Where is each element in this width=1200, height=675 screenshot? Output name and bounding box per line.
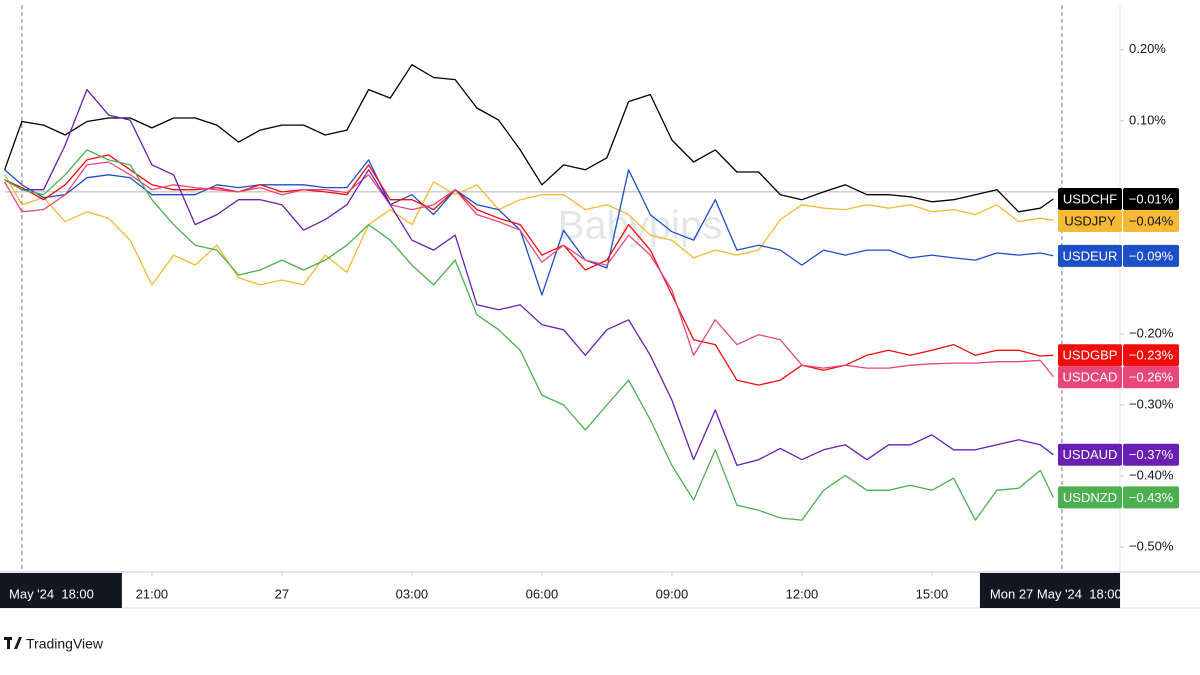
series-line <box>4 88 1054 467</box>
marker-label: Mon 27 May '24 18:00 <box>990 586 1122 601</box>
y-tick-label: −0.20% <box>1129 325 1174 340</box>
series-line <box>3 64 1054 213</box>
end-name-box <box>1058 366 1122 389</box>
x-tick-label: 27 <box>275 586 289 601</box>
legend-name: USDEUR <box>1063 248 1118 263</box>
legend-name: USDCAD <box>1063 370 1118 385</box>
x-tick-label: 12:00 <box>786 586 819 601</box>
end-value-box <box>1123 187 1179 210</box>
end-label: USDEUR −0.09% <box>1058 244 1179 267</box>
end-value-label: −0.26% <box>1129 370 1174 385</box>
end-value-label: −0.43% <box>1129 490 1174 505</box>
legend-name: USDGBP <box>1063 348 1118 363</box>
end-value-box <box>1123 486 1179 509</box>
marker-box: Mon 27 May '24 18:00 <box>979 573 1122 608</box>
series-line <box>4 149 1054 521</box>
legend-name: USDJPY <box>1064 213 1116 228</box>
end-label: USDCAD −0.26% <box>1058 366 1179 389</box>
x-tick-label: 06:00 <box>526 586 559 601</box>
lines <box>3 64 1054 521</box>
series-line <box>4 159 1054 296</box>
y-tick-label: −0.40% <box>1129 468 1174 483</box>
y-tick-label: −0.30% <box>1129 396 1174 411</box>
end-label: USDGBP −0.23% <box>1058 344 1179 367</box>
footer-brand: TradingView <box>26 636 104 652</box>
end-value-box <box>1123 443 1179 466</box>
y-tick-label: 0.10% <box>1129 112 1166 127</box>
marker-box: May '24 18:00 <box>0 573 122 608</box>
y-tick-label: 0.20% <box>1129 41 1166 56</box>
end-name-box <box>1058 443 1122 466</box>
end-name-box <box>1058 187 1122 210</box>
end-label: USDNZD −0.43% <box>1058 486 1179 509</box>
x-tick-label: 09:00 <box>656 586 689 601</box>
end-value-label: −0.37% <box>1129 447 1174 462</box>
end-value-box <box>1123 366 1179 389</box>
footer-logo <box>4 637 22 649</box>
marker-box-bg <box>0 573 122 608</box>
marker-box-bg <box>979 573 1120 608</box>
y-tick-label: −0.50% <box>1129 539 1174 554</box>
series-line <box>4 174 1054 286</box>
end-value-box <box>1123 344 1179 367</box>
series-line <box>4 154 1054 386</box>
end-value-label: −0.04% <box>1129 213 1174 228</box>
end-value-label: −0.09% <box>1129 248 1174 263</box>
x-tick-label: 15:00 <box>916 586 949 601</box>
end-value-box <box>1123 244 1179 267</box>
legend-name: USDAUD <box>1063 447 1118 462</box>
end-value-label: −0.23% <box>1129 348 1174 363</box>
end-name-box <box>1058 209 1122 232</box>
end-name-box <box>1058 344 1122 367</box>
end-value-box <box>1123 209 1179 232</box>
legend-name: USDNZD <box>1063 490 1117 505</box>
series-line <box>4 161 1054 378</box>
end-name-box <box>1058 486 1122 509</box>
legend-name: USDCHF <box>1063 191 1117 206</box>
end-name-box <box>1058 244 1122 267</box>
x-tick-label: 03:00 <box>396 586 429 601</box>
end-label: USDAUD −0.37% <box>1058 443 1179 466</box>
x-tick-label: 21:00 <box>136 586 169 601</box>
end-label: USDJPY −0.04% <box>1058 209 1179 232</box>
marker-label: May '24 18:00 <box>9 586 94 601</box>
end-value-label: −0.01% <box>1129 191 1174 206</box>
end-label: USDCHF −0.01% <box>1058 187 1179 210</box>
